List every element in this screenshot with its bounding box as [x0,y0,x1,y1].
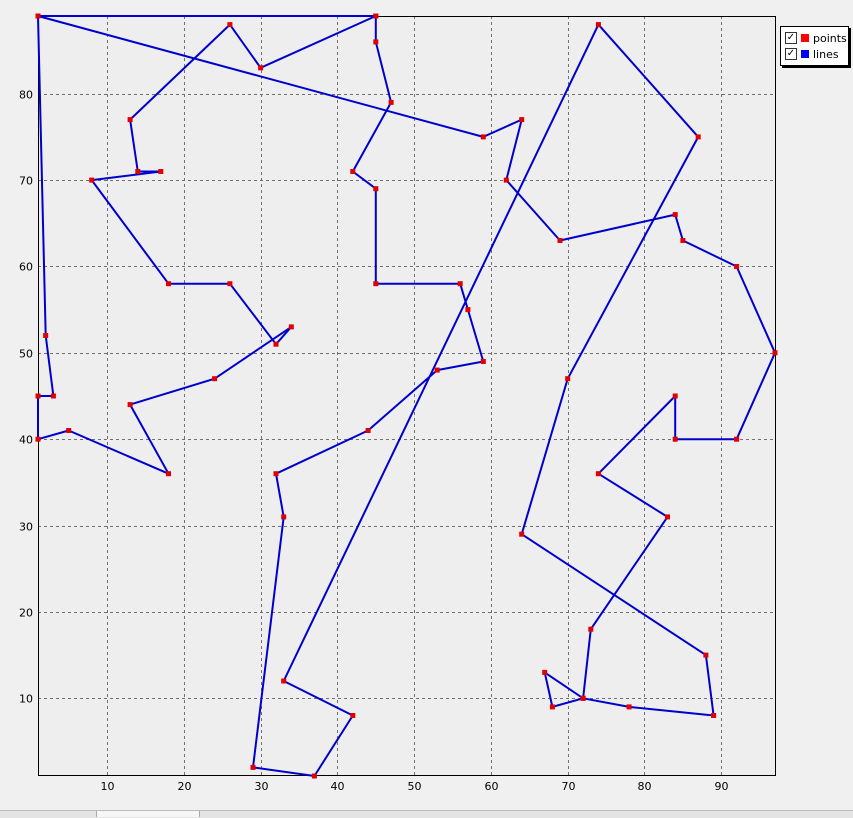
data-point-45 [50,393,56,399]
data-point-34 [734,436,740,442]
y-tick-label-70: 70 [19,175,33,188]
data-point-23 [711,713,717,718]
data-point-2 [373,39,379,45]
data-point-11 [365,428,371,433]
data-point-54 [227,281,233,287]
legend-checkbox-points[interactable]: ✓ [785,32,797,44]
bottom-tab[interactable] [96,811,200,817]
y-tick-label-80: 80 [19,89,33,102]
data-point-7 [457,281,463,287]
bottom-scrollbar-strip[interactable] [0,810,853,818]
data-point-46 [35,393,41,399]
x-tick-label-40: 40 [331,780,345,793]
legend-swatch-points [801,34,809,42]
data-point-52 [288,324,294,330]
data-point-47 [35,436,41,442]
data-point-41 [519,117,525,123]
data-point-5 [373,186,379,192]
y-tick-label-40: 40 [19,434,33,447]
data-point-24 [626,704,632,710]
legend: ✓ points ✓ lines [780,26,849,66]
data-point-31 [595,471,601,477]
data-point-3 [388,99,394,105]
data-point-14 [250,764,256,770]
data-point-36 [734,264,740,269]
x-tick-label-10: 10 [101,780,115,793]
legend-swatch-lines [801,50,809,58]
data-point-40 [503,177,509,183]
x-tick-label-70: 70 [562,780,576,793]
x-tick-label-60: 60 [485,780,499,793]
y-tick-label-20: 20 [19,607,33,620]
x-tick-label-90: 90 [715,780,729,793]
data-point-49 [166,471,171,477]
data-point-62 [373,13,379,19]
data-point-33 [672,436,678,442]
data-point-38 [672,212,678,218]
data-point-39 [557,238,563,243]
data-point-61 [258,65,264,71]
data-point-9 [480,359,486,364]
y-tick-label-10: 10 [19,693,33,706]
data-point-13 [281,514,287,520]
data-point-48 [66,428,72,433]
data-point-57 [158,169,164,174]
data-point-29 [588,626,594,632]
y-tick-label-50: 50 [19,348,33,361]
y-tick-label-30: 30 [19,521,33,534]
data-point-4 [350,169,356,174]
legend-item-points[interactable]: ✓ points [785,31,847,45]
data-point-16 [350,713,356,718]
data-point-22 [703,652,709,658]
data-point-17 [281,678,287,684]
data-point-8 [465,307,471,313]
data-point-20 [565,376,571,382]
legend-checkbox-lines[interactable]: ✓ [785,48,797,60]
x-tick-label-20: 20 [178,780,192,793]
series-points [35,13,778,779]
data-point-60 [227,22,233,28]
data-point-21 [519,531,525,537]
x-tick-labels: 10 20 30 40 50 60 70 80 90 [101,780,729,793]
data-point-55 [166,281,171,287]
grid-lines [38,16,775,776]
legend-item-lines[interactable]: ✓ lines [785,47,839,61]
legend-label-points: points [813,31,847,45]
x-tick-label-30: 30 [255,780,269,793]
data-point-43 [35,13,41,19]
x-tick-label-80: 80 [638,780,652,793]
data-point-18 [595,22,601,28]
y-tick-label-60: 60 [19,261,33,274]
data-point-28 [580,695,586,701]
data-point-35 [772,350,778,356]
data-point-19 [695,134,701,140]
data-point-56 [89,177,95,183]
data-point-37 [680,238,686,243]
data-point-42 [480,134,486,140]
data-point-51 [212,376,218,382]
data-point-6 [373,281,379,287]
legend-label-lines: lines [813,47,839,61]
data-point-53 [273,341,279,347]
data-point-12 [273,471,279,477]
data-point-58 [135,169,141,174]
x-tick-label-50: 50 [408,780,422,793]
data-point-30 [665,514,670,520]
y-tick-labels: 10 20 30 40 50 60 70 80 [19,89,33,706]
data-point-15 [311,773,317,779]
data-point-10 [434,367,440,373]
data-point-50 [127,402,133,408]
data-point-59 [127,117,133,123]
data-point-32 [672,393,678,399]
data-point-44 [43,333,49,338]
data-point-26 [549,704,555,710]
data-point-27 [542,669,548,675]
